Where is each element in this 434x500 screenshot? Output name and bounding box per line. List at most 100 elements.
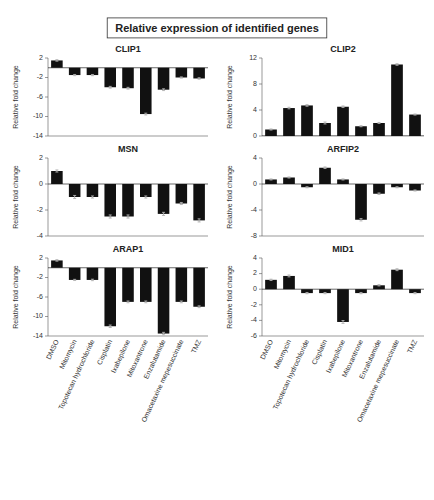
plot-area xyxy=(48,260,208,335)
y-tick-label: -4 xyxy=(251,316,257,323)
bar xyxy=(355,184,367,220)
bar xyxy=(176,184,188,204)
error-bar xyxy=(324,292,327,293)
y-tick-label: 0 xyxy=(39,180,43,187)
subplot-title: MSN xyxy=(118,144,138,154)
y-axis-label: Relative fold change xyxy=(226,65,234,129)
error-bar xyxy=(378,193,381,195)
x-tick-label: TMZ xyxy=(406,338,419,355)
bar xyxy=(176,268,188,302)
error-bar xyxy=(324,167,327,169)
y-tick xyxy=(45,236,48,237)
error-bar xyxy=(55,170,58,172)
y-axis-line xyxy=(48,58,49,136)
bar xyxy=(373,184,385,194)
bar xyxy=(391,65,403,137)
error-bar xyxy=(396,269,399,271)
bar xyxy=(355,289,367,293)
error-bar xyxy=(378,122,381,123)
y-tick-label: -2 xyxy=(37,73,43,80)
bar xyxy=(319,123,331,136)
bar xyxy=(409,184,421,191)
bar xyxy=(265,130,277,137)
y-tick xyxy=(45,116,48,117)
y-tick xyxy=(45,297,48,298)
y-axis-line xyxy=(48,258,49,336)
y-tick-label: -10 xyxy=(33,112,43,119)
x-tick-label: DMSO xyxy=(45,338,60,360)
y-tick xyxy=(45,336,48,337)
y-tick-label: 2 xyxy=(253,269,257,276)
error-bar xyxy=(396,64,399,66)
error-bar xyxy=(198,219,201,222)
error-bar xyxy=(162,332,165,334)
y-tick xyxy=(45,158,48,159)
y-tick xyxy=(259,158,262,159)
y-tick-label: -6 xyxy=(37,93,43,100)
subplot-title: ARAP1 xyxy=(113,244,144,254)
bar xyxy=(122,184,134,217)
bar xyxy=(265,280,277,289)
error-bar xyxy=(180,202,183,204)
error-bar xyxy=(360,292,363,293)
subplot: MID1Relative fold change420-2-4-6DMSOMit… xyxy=(226,244,424,424)
bar xyxy=(122,268,134,302)
y-tick-label: -6 xyxy=(37,293,43,300)
bar xyxy=(337,179,349,184)
error-bar xyxy=(306,292,309,293)
y-tick xyxy=(259,184,262,185)
y-tick xyxy=(259,236,262,237)
bar xyxy=(87,268,99,280)
y-tick xyxy=(259,110,262,111)
error-bar xyxy=(324,122,327,124)
plot-area xyxy=(262,64,424,136)
error-bar xyxy=(109,215,112,218)
subplot: MSNRelative fold change20-2-4 xyxy=(12,144,208,239)
y-tick-label: 0 xyxy=(253,132,257,139)
error-bar xyxy=(288,107,291,109)
y-tick xyxy=(259,258,262,259)
x-tick-label: DMSO xyxy=(259,338,274,360)
y-tick xyxy=(259,320,262,321)
error-bar xyxy=(270,279,273,280)
error-bar xyxy=(91,74,94,75)
error-bar xyxy=(288,177,291,178)
bar xyxy=(355,126,367,136)
x-axis-line xyxy=(262,236,424,237)
y-tick-label: -2 xyxy=(251,301,257,308)
error-bar xyxy=(91,196,94,198)
bar xyxy=(87,68,99,75)
y-tick-label: -10 xyxy=(33,312,43,319)
y-tick-label: -6 xyxy=(251,332,257,339)
bar xyxy=(69,68,81,75)
bar xyxy=(104,184,116,217)
error-bar xyxy=(342,106,345,108)
y-tick xyxy=(259,336,262,337)
y-tick-label: 2 xyxy=(39,54,43,61)
subplot-title: CLIP1 xyxy=(115,44,141,54)
error-bar xyxy=(91,279,94,280)
error-bar xyxy=(414,190,417,191)
plot-area xyxy=(48,170,208,222)
y-axis-line xyxy=(262,158,263,236)
bar xyxy=(158,68,170,90)
bar xyxy=(391,270,403,290)
bar xyxy=(409,289,421,293)
error-bar xyxy=(144,196,147,198)
y-axis-label: Relative fold change xyxy=(12,165,20,229)
y-tick-label: -2 xyxy=(37,206,43,213)
y-axis-line xyxy=(262,258,263,336)
error-bar xyxy=(198,78,201,79)
y-tick-label: 4 xyxy=(253,254,257,261)
figure-title: Relative expression of identified genes xyxy=(115,22,319,34)
error-bar xyxy=(73,279,76,280)
subplot-title: CLIP2 xyxy=(330,44,356,54)
bar xyxy=(301,289,313,293)
y-tick-label: -2 xyxy=(37,273,43,280)
y-tick-label: 2 xyxy=(39,154,43,161)
y-tick xyxy=(45,136,48,137)
error-bar xyxy=(306,187,309,188)
y-tick xyxy=(259,210,262,211)
y-tick xyxy=(45,277,48,278)
error-bar xyxy=(109,325,112,327)
